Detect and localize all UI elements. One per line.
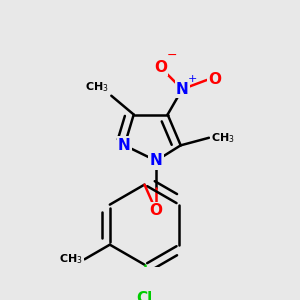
Text: CH$_3$: CH$_3$	[85, 80, 109, 94]
Text: +: +	[188, 74, 197, 84]
Text: O: O	[208, 73, 221, 88]
Text: O: O	[154, 60, 167, 75]
Text: N: N	[176, 82, 189, 97]
Text: Cl: Cl	[136, 291, 153, 300]
Text: O: O	[150, 203, 163, 218]
Text: N: N	[150, 153, 162, 168]
Text: CH$_3$: CH$_3$	[211, 131, 234, 145]
Text: N: N	[118, 138, 131, 153]
Text: −: −	[167, 49, 177, 62]
Text: CH$_3$: CH$_3$	[59, 252, 83, 266]
